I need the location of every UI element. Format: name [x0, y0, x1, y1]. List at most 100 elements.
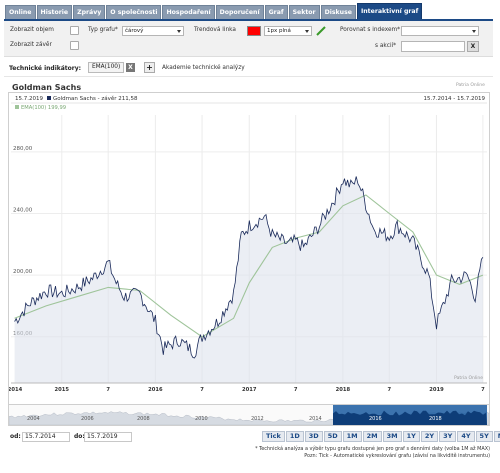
range-button-9[interactable]: 3Y [439, 431, 457, 442]
clear-stock-button[interactable]: X [467, 41, 479, 52]
x-tick-label: 2018 [336, 387, 351, 393]
trend-line-label: Trendová linka [194, 27, 236, 33]
x-tick-label: 2017 [242, 387, 257, 393]
chart-navigator[interactable]: 2004 2006 2008 2010 2012 2014 2016 2018 [8, 404, 490, 426]
range-button-4[interactable]: 1M [342, 431, 362, 442]
price-line [14, 176, 484, 359]
tab-3[interactable]: Zprávy [73, 5, 106, 19]
x-tick-label: 7 [481, 387, 485, 393]
navigator-year-label: 2014 [309, 416, 322, 422]
tab-4[interactable]: O společnosti [106, 5, 162, 19]
x-tick-label: 7 [106, 387, 110, 393]
navigator-year-label: 2018 [429, 416, 442, 422]
range-button-0[interactable]: Tick [262, 431, 285, 442]
range-button-1[interactable]: 1D [285, 431, 304, 442]
tab-underline [4, 19, 493, 21]
chevron-down-icon [177, 30, 181, 33]
tab-10[interactable]: Interaktivní graf [356, 3, 423, 19]
price-chart-svg: 15.7.2019 Goldman Sachs - závěr 211,58 EMA… [8, 95, 487, 393]
footnotes: * Technická analýza a výběr typu grafu d… [164, 446, 490, 460]
compare-index-label: Porovnat s indexem* [340, 27, 401, 33]
range-button-10[interactable]: 4Y [457, 431, 475, 442]
navigator-year-label: 2012 [251, 416, 264, 422]
price-chart[interactable]: 15.7.2019 Goldman Sachs - závěr 211,58 EMA… [8, 92, 490, 406]
show-close-checkbox[interactable] [70, 41, 79, 50]
chart-controls-panel: Zobrazit objem Zobrazit závěr Typ grafu*… [4, 21, 493, 57]
to-date-value: 15.7.2019 [87, 433, 118, 440]
legend-ema-series: EMA(100) 199,99 [21, 105, 66, 111]
range-button-3[interactable]: 5D [323, 431, 342, 442]
show-close-label: Zobrazit závěr [10, 42, 52, 48]
chevron-down-icon [305, 30, 309, 33]
tab-2[interactable]: Historie [36, 5, 73, 19]
navigator-selection-area [333, 410, 487, 425]
from-date-value: 15.7.2014 [25, 433, 56, 440]
legend-price-swatch [47, 96, 51, 100]
chart-type-value: čárový [125, 28, 144, 34]
y-tick-label: 240,00 [13, 207, 33, 213]
to-date-input[interactable]: 15.7.2019 [84, 432, 132, 442]
ema-line [14, 194, 484, 338]
tab-6[interactable]: Doporučení [215, 5, 264, 19]
navigator-year-label: 2006 [81, 416, 94, 422]
compare-index-select[interactable] [401, 26, 479, 36]
from-date-input[interactable]: 15.7.2014 [22, 432, 70, 442]
technical-indicators-bar: Technické indikátory: EMA(100) X + Akade… [4, 59, 493, 77]
indicator-tag-ema: EMA(100) [88, 62, 125, 73]
range-button-11[interactable]: 5Y [475, 431, 493, 442]
technical-indicators-label: Technické indikátory: [9, 65, 82, 72]
y-tick-label: 280,00 [13, 146, 33, 152]
trend-line-style-value: 1px plná [267, 28, 291, 34]
show-volume-label: Zobrazit objem [10, 27, 54, 33]
legend-date-range: 15.7.2014 - 15.7.2019 [424, 96, 486, 102]
remove-indicator-button[interactable]: X [126, 63, 135, 72]
tab-7[interactable]: Graf [264, 5, 288, 19]
x-tick-label: 2015 [55, 387, 70, 393]
legend-ema-swatch [15, 105, 19, 109]
range-button-12[interactable]: Max [493, 431, 500, 442]
x-tick-label: 2016 [148, 387, 163, 393]
chevron-down-icon [472, 30, 476, 33]
chart-type-select[interactable]: čárový [122, 26, 184, 36]
pencil-icon[interactable] [315, 25, 327, 37]
navigator-year-label: 2016 [369, 416, 382, 422]
indicator-tag-label: EMA(100) [92, 64, 121, 70]
chart-source-top: Patria Online [456, 83, 485, 88]
navigator-year-label: 2004 [27, 416, 40, 422]
footnote-1: * Technická analýza a výběr typu grafu d… [255, 446, 490, 452]
compare-stock-input[interactable] [401, 41, 465, 52]
x-tick-label: 2014 [9, 387, 23, 393]
x-tick-label: 7 [200, 387, 204, 393]
tab-bar: Online Historie Zprávy O společnosti Hospoda… [5, 3, 423, 19]
legend-date: 15.7.2019 [15, 96, 43, 102]
tab-1[interactable]: Online [5, 5, 36, 19]
range-button-6[interactable]: 3M [382, 431, 402, 442]
range-button-8[interactable]: 2Y [420, 431, 439, 442]
navigator-year-label: 2010 [195, 416, 208, 422]
range-button-7[interactable]: 1Y [402, 431, 420, 442]
y-tick-label: 200,00 [13, 269, 33, 275]
navigator-year-label: 2008 [137, 416, 150, 422]
add-indicator-button[interactable]: + [144, 62, 155, 73]
chart-source-bottom: Patria Online [454, 375, 483, 381]
range-button-group: Tick1D3D5D1M2M3M1Y2Y3Y4Y5YMax [262, 431, 500, 442]
show-volume-checkbox[interactable] [70, 26, 79, 35]
x-tick-label: 7 [294, 387, 298, 393]
trend-line-color-swatch[interactable] [247, 26, 261, 36]
x-tick-label: 7 [387, 387, 391, 393]
x-tick-label: 2019 [429, 387, 444, 393]
range-controls: od: 15.7.2014 do: 15.7.2019 Tick 1D 3D 5D 1M… [4, 430, 500, 470]
academy-link[interactable]: Akademie technické analýzy [162, 65, 245, 71]
tab-9[interactable]: Diskuse [320, 5, 356, 19]
trend-line-style-select[interactable]: 1px plná [264, 26, 312, 36]
navigator-svg: 2004 2006 2008 2010 2012 2014 2016 2018 [8, 405, 490, 426]
from-label: od: [10, 433, 21, 440]
legend-price-series: Goldman Sachs - závěr 211,58 [53, 95, 138, 102]
compare-stock-label: s akcií* [375, 43, 397, 49]
range-button-5[interactable]: 2M [362, 431, 382, 442]
range-button-2[interactable]: 3D [304, 431, 323, 442]
tab-8[interactable]: Sektor [288, 5, 320, 19]
to-label: do: [74, 433, 85, 440]
chart-type-label: Typ grafu* [88, 27, 118, 33]
tab-5[interactable]: Hospodaření [162, 5, 215, 19]
